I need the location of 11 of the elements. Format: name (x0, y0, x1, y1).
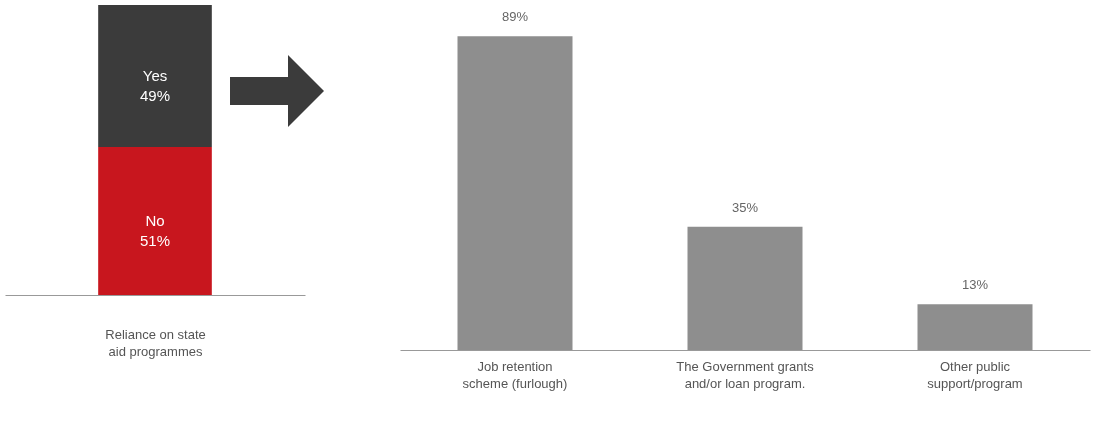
x-tick-label: Other public support/program (927, 358, 1023, 391)
data-label: 13% (961, 277, 989, 293)
x-axis-title: Reliance on state aid programmes (105, 326, 206, 359)
series-label: No (145, 212, 165, 230)
data-label: 51% (139, 232, 171, 250)
x-tick-label: Job retention scheme (furlough) (462, 358, 568, 391)
data-label: 49% (139, 87, 171, 105)
series-label: Yes (142, 67, 168, 85)
x-tick-label: The Government grants and/or loan program. (676, 358, 815, 391)
data-label: 89% (501, 9, 529, 25)
data-label: 35% (731, 199, 759, 215)
